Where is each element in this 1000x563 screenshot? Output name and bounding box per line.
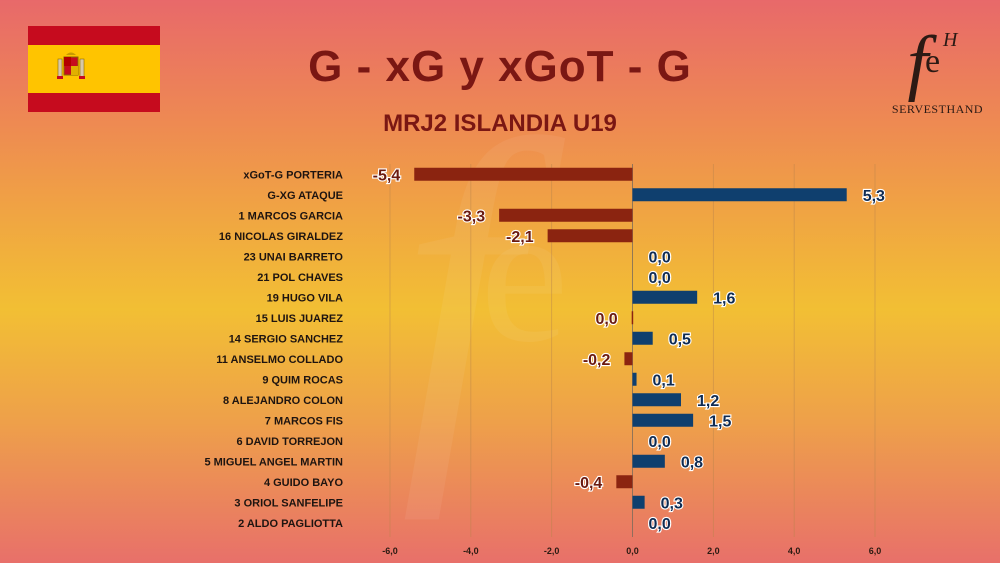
x-tick-label: -4,0 — [463, 546, 479, 556]
category-label: 5 MIGUEL ANGEL MARTIN — [204, 456, 343, 468]
value-label: 0,8 — [681, 454, 703, 471]
servesthand-logo: f e H SERVESTHAND — [885, 10, 990, 120]
value-label: 5,3 — [863, 188, 885, 205]
bar — [632, 331, 653, 345]
value-label: -2,1 — [506, 229, 534, 246]
x-tick-label: 2,0 — [707, 546, 720, 556]
spain-flag — [28, 26, 160, 112]
value-label: 0,3 — [661, 495, 683, 512]
logo-brand: SERVESTHAND — [891, 102, 984, 116]
category-label: 15 LUIS JUAREZ — [256, 313, 344, 325]
category-label: xGoT-G PORTERIA — [243, 169, 343, 181]
x-tick-label: 4,0 — [788, 546, 801, 556]
bar — [632, 290, 698, 304]
category-label: 8 ALEJANDRO COLON — [223, 395, 343, 407]
bar — [616, 475, 633, 489]
category-label: 2 ALDO PAGLIOTTA — [238, 518, 343, 530]
logo-superscript: H — [942, 29, 959, 51]
x-tick-label: -2,0 — [544, 546, 560, 556]
bar — [547, 229, 633, 243]
category-label: 14 SERGIO SANCHEZ — [229, 333, 344, 345]
category-label: 19 HUGO VILA — [267, 292, 343, 304]
category-label: 21 POL CHAVES — [257, 272, 343, 284]
category-label: 16 NICOLAS GIRALDEZ — [219, 231, 343, 243]
category-label: 4 GUIDO BAYO — [264, 477, 344, 489]
value-label: 0,0 — [649, 516, 671, 533]
category-label: 6 DAVID TORREJON — [236, 436, 343, 448]
category-label: 7 MARCOS FIS — [265, 415, 343, 427]
value-label: 0,0 — [649, 434, 671, 451]
value-label: -5,4 — [373, 167, 401, 184]
x-tick-label: 6,0 — [869, 546, 882, 556]
value-label: 0,5 — [669, 331, 691, 348]
category-label: 3 ORIOL SANFELIPE — [234, 497, 343, 509]
value-label: 0,0 — [595, 311, 617, 328]
bar — [632, 454, 665, 468]
bar — [414, 167, 633, 181]
bar — [632, 495, 645, 509]
value-label: 0,1 — [653, 372, 675, 389]
fe-logo-icon: f e H — [907, 21, 959, 105]
value-label: 0,0 — [649, 270, 671, 287]
category-label: G-XG ATAQUE — [267, 190, 343, 202]
x-tick-label: -6,0 — [382, 546, 398, 556]
value-label: 1,6 — [713, 290, 735, 307]
bar — [499, 208, 633, 222]
bar — [632, 188, 847, 202]
bar — [632, 413, 694, 427]
coat-of-arms-icon — [57, 52, 85, 79]
x-tick-label: 0,0 — [626, 546, 639, 556]
value-label: 0,0 — [649, 249, 671, 266]
logo-letter: e — [925, 43, 940, 80]
bar — [632, 393, 681, 407]
bar — [624, 352, 633, 366]
page-title: G - xG y xGoT - G — [308, 42, 692, 91]
value-label: -3,3 — [458, 208, 486, 225]
value-label: 1,5 — [709, 413, 731, 430]
category-label: 1 MARCOS GARCIA — [238, 210, 343, 222]
bar — [631, 311, 634, 325]
page-subtitle: MRJ2 ISLANDIA U19 — [383, 110, 617, 137]
category-label: 23 UNAI BARRETO — [244, 251, 344, 263]
category-label: 9 QUIM ROCAS — [262, 374, 343, 386]
value-label: 1,2 — [697, 393, 719, 410]
category-label: 11 ANSELMO COLLADO — [216, 354, 343, 366]
bar — [632, 372, 637, 386]
value-label: -0,4 — [575, 475, 603, 492]
value-label: -0,2 — [583, 352, 611, 369]
